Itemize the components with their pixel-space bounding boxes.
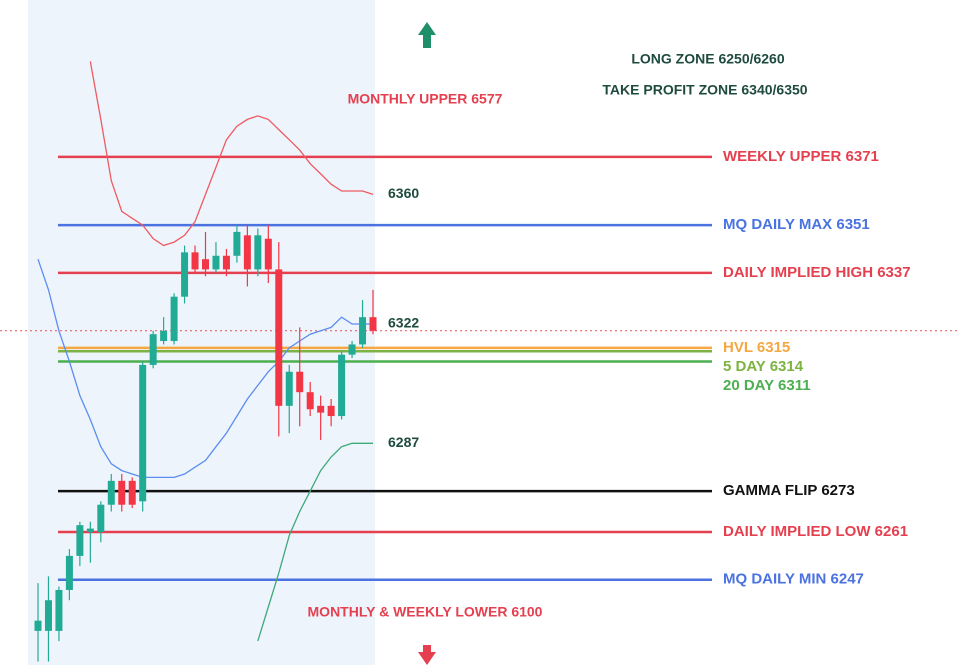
candle-body — [317, 405, 325, 413]
level-label: MQ DAILY MAX 6351 — [723, 216, 870, 233]
band-end-label: 6360 — [388, 185, 419, 201]
candle-body — [65, 555, 73, 590]
candle-body — [296, 371, 304, 393]
annotation: TAKE PROFIT ZONE 6340/6350 — [602, 82, 807, 98]
candle-body — [86, 528, 94, 532]
candle-body — [359, 317, 367, 345]
candle-body — [285, 371, 293, 406]
band-line — [37, 258, 373, 479]
candle-body — [181, 252, 189, 297]
candle-body — [149, 334, 157, 365]
candle-body — [97, 504, 105, 532]
band-end-label: 6322 — [388, 315, 419, 331]
level-label: 20 DAY 6311 — [723, 377, 811, 394]
band-line — [89, 61, 374, 247]
candle-body — [264, 238, 272, 270]
candle-body — [327, 405, 335, 417]
candle-body — [348, 344, 356, 355]
annotation: LONG ZONE 6250/6260 — [631, 51, 785, 67]
candle-body — [369, 317, 377, 331]
band-end-label: 6287 — [388, 434, 419, 450]
candle-body — [107, 480, 115, 505]
candle-body — [338, 354, 346, 417]
up-arrow — [418, 22, 436, 48]
level-label: DAILY IMPLIED HIGH 6337 — [723, 264, 911, 281]
candle-body — [306, 392, 314, 410]
candle-body — [254, 235, 262, 270]
candle-body — [34, 620, 42, 631]
candle-body — [118, 480, 126, 505]
candle-body — [233, 231, 241, 256]
level-label: GAMMA FLIP 6273 — [723, 482, 855, 499]
level-label: WEEKLY UPPER 6371 — [723, 148, 879, 165]
candle-body — [222, 255, 230, 270]
candle-body — [191, 252, 199, 270]
down-arrow — [418, 645, 436, 665]
candle-body — [170, 296, 178, 342]
band-line — [257, 442, 373, 642]
level-label: 5 DAY 6314 — [723, 358, 804, 375]
candle-body — [44, 600, 52, 631]
candle-body — [212, 255, 220, 270]
candle-body — [202, 259, 209, 270]
candle-body — [275, 269, 283, 406]
level-label: HVL 6315 — [723, 339, 790, 356]
annotation: MONTHLY UPPER 6577 — [348, 91, 503, 107]
candle-body — [139, 364, 147, 502]
candle-body — [128, 480, 136, 505]
candle-body — [243, 235, 251, 270]
level-label: DAILY IMPLIED LOW 6261 — [723, 523, 908, 540]
level-label: MQ DAILY MIN 6247 — [723, 571, 864, 588]
candle-body — [76, 525, 84, 556]
candle-body — [160, 330, 168, 342]
candle-body — [55, 589, 63, 631]
annotation: MONTHLY & WEEKLY LOWER 6100 — [308, 604, 543, 620]
